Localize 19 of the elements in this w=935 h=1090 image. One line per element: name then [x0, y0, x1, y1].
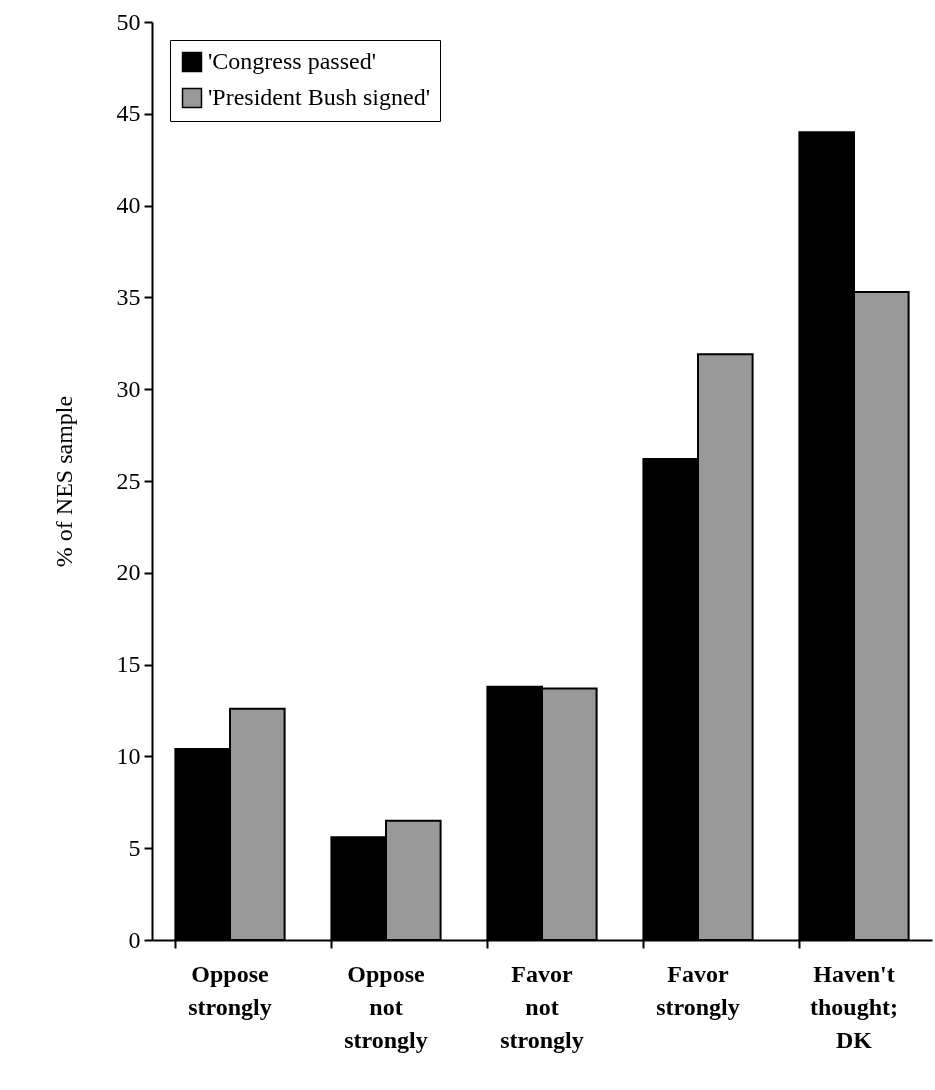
x-tick-label: Oppose not strongly [344, 960, 428, 1053]
y-tick-label: 15 [116, 651, 141, 678]
x-tick-label: Oppose strongly [188, 960, 272, 1020]
x-tick-label: Haven't thought; DK [809, 960, 899, 1053]
legend-label: 'President Bush signed' [208, 84, 430, 110]
y-tick-label: 5 [128, 834, 141, 861]
y-tick-label: 20 [116, 559, 141, 586]
y-tick-label: 25 [116, 467, 141, 494]
x-tick-label: Favor not strongly [500, 960, 584, 1053]
y-tick-label: 50 [116, 8, 141, 35]
y-tick-label: 35 [116, 283, 141, 310]
x-tick-label: Favor strongly [656, 960, 740, 1020]
legend-label: 'Congress passed' [208, 48, 376, 74]
y-tick-label: 10 [116, 742, 141, 769]
y-axis-title: % of NES sample [50, 395, 77, 568]
y-tick-label: 0 [128, 926, 141, 953]
y-tick-label: 40 [116, 192, 141, 219]
y-tick-label: 30 [116, 375, 141, 402]
y-tick-label: 45 [116, 100, 141, 127]
